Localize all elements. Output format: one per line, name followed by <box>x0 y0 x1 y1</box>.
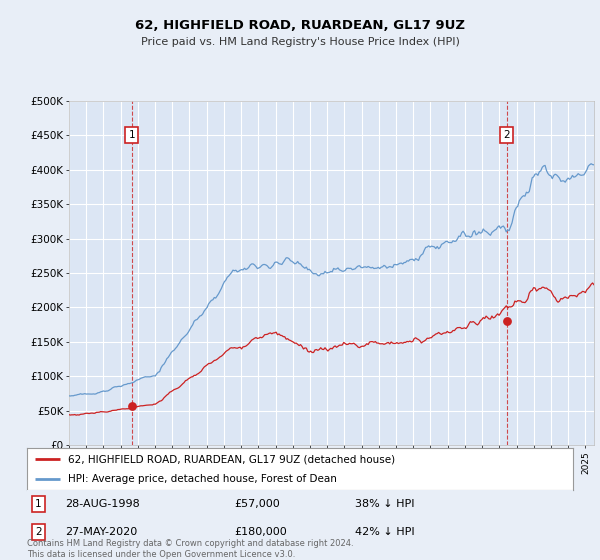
Text: 62, HIGHFIELD ROAD, RUARDEAN, GL17 9UZ (detached house): 62, HIGHFIELD ROAD, RUARDEAN, GL17 9UZ (… <box>68 454 395 464</box>
Text: 2: 2 <box>503 130 510 140</box>
Point <box>502 317 511 326</box>
Text: 2: 2 <box>35 527 42 537</box>
Text: 62, HIGHFIELD ROAD, RUARDEAN, GL17 9UZ: 62, HIGHFIELD ROAD, RUARDEAN, GL17 9UZ <box>135 18 465 32</box>
Text: Price paid vs. HM Land Registry's House Price Index (HPI): Price paid vs. HM Land Registry's House … <box>140 37 460 47</box>
Text: 1: 1 <box>35 499 42 509</box>
Text: 27-MAY-2020: 27-MAY-2020 <box>65 527 137 537</box>
Text: £180,000: £180,000 <box>235 527 287 537</box>
Text: £57,000: £57,000 <box>235 499 280 509</box>
Text: 28-AUG-1998: 28-AUG-1998 <box>65 499 140 509</box>
Text: 42% ↓ HPI: 42% ↓ HPI <box>355 527 414 537</box>
Point <box>127 402 137 410</box>
Text: Contains HM Land Registry data © Crown copyright and database right 2024.
This d: Contains HM Land Registry data © Crown c… <box>27 539 353 559</box>
Text: HPI: Average price, detached house, Forest of Dean: HPI: Average price, detached house, Fore… <box>68 474 337 484</box>
Text: 38% ↓ HPI: 38% ↓ HPI <box>355 499 414 509</box>
Text: 1: 1 <box>128 130 135 140</box>
